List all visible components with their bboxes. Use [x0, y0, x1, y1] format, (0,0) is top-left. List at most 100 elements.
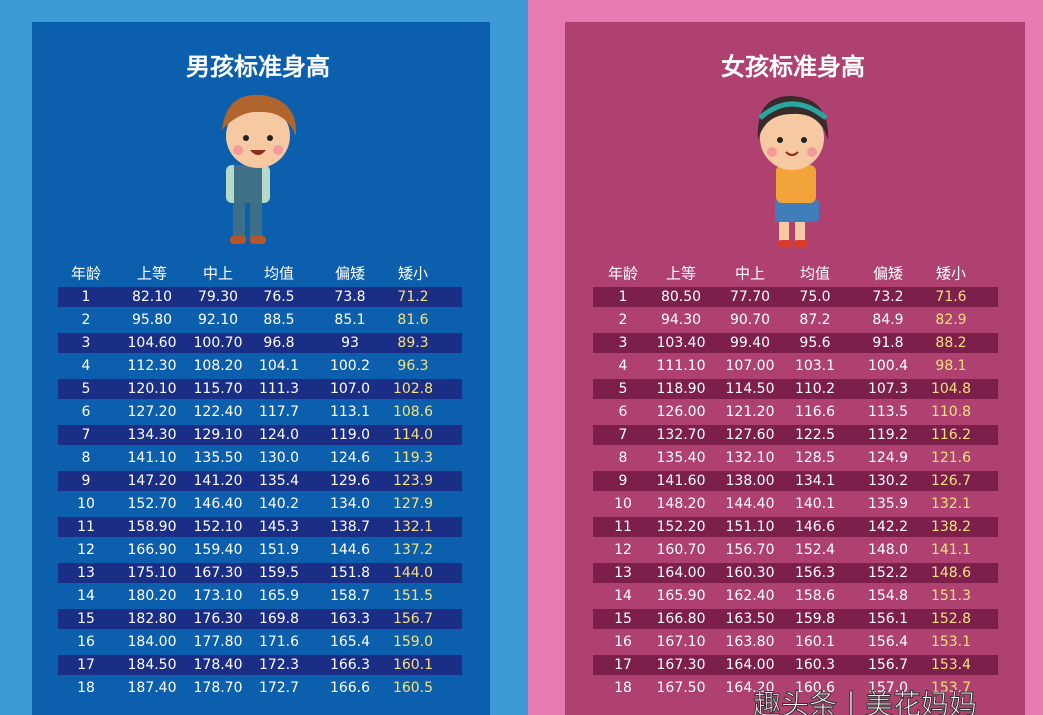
table-cell: 130.2	[868, 473, 908, 489]
table-cell: 128.5	[795, 450, 835, 466]
column-header: 年龄	[71, 265, 101, 283]
table-cell: 116.2	[931, 427, 971, 443]
table-cell: 1	[82, 289, 91, 305]
row-stripe	[593, 609, 998, 629]
table-cell: 152.20	[657, 519, 706, 535]
table-cell: 167.10	[657, 634, 706, 650]
table-cell: 166.3	[330, 657, 370, 673]
table-cell: 104.8	[931, 381, 971, 397]
column-header: 年龄	[608, 265, 638, 283]
table-cell: 123.9	[393, 473, 433, 489]
table-cell: 89.3	[397, 335, 428, 351]
column-header: 均值	[264, 265, 294, 283]
row-stripe	[593, 563, 998, 583]
table-cell: 178.40	[194, 657, 243, 673]
table-cell: 126.00	[657, 404, 706, 420]
table-cell: 93	[341, 335, 359, 351]
table-cell: 176.30	[194, 611, 243, 627]
table-cell: 148.20	[657, 496, 706, 512]
table-cell: 166.90	[128, 542, 177, 558]
table-cell: 96.3	[397, 358, 428, 374]
table-cell: 120.10	[128, 381, 177, 397]
table-cell: 151.10	[726, 519, 775, 535]
row-stripe	[593, 333, 998, 353]
table-cell: 3	[82, 335, 91, 351]
column-header: 中上	[203, 265, 233, 283]
table-cell: 152.4	[795, 542, 835, 558]
row-stripe	[58, 287, 462, 307]
table-cell: 8	[82, 450, 91, 466]
table-cell: 147.20	[128, 473, 177, 489]
table-cell: 129.6	[330, 473, 370, 489]
table-cell: 114.0	[393, 427, 433, 443]
table-cell: 7	[82, 427, 91, 443]
table-cell: 146.6	[795, 519, 835, 535]
table-cell: 71.6	[935, 289, 966, 305]
table-cell: 81.6	[397, 312, 428, 328]
table-cell: 165.4	[330, 634, 370, 650]
table-cell: 138.2	[931, 519, 971, 535]
table-cell: 173.10	[194, 588, 243, 604]
table-cell: 112.30	[128, 358, 177, 374]
table-cell: 160.1	[795, 634, 835, 650]
table-cell: 111.3	[259, 381, 299, 397]
row-stripe	[58, 563, 462, 583]
table-cell: 184.00	[128, 634, 177, 650]
table-cell: 13	[77, 565, 95, 581]
table-cell: 160.5	[393, 680, 433, 696]
table-cell: 6	[82, 404, 91, 420]
table-cell: 162.40	[726, 588, 775, 604]
column-header: 中上	[735, 265, 765, 283]
table-cell: 103.1	[795, 358, 835, 374]
table-cell: 124.0	[259, 427, 299, 443]
table-cell: 18	[77, 680, 95, 696]
table-cell: 141.1	[931, 542, 971, 558]
table-cell: 117.7	[259, 404, 299, 420]
table-cell: 16	[77, 634, 95, 650]
table-cell: 153.7	[931, 680, 971, 696]
table-cell: 9	[619, 473, 628, 489]
table-cell: 82.10	[132, 289, 172, 305]
column-header: 矮小	[936, 265, 966, 283]
row-stripe	[593, 425, 998, 445]
table-cell: 156.7	[393, 611, 433, 627]
table-cell: 88.2	[935, 335, 966, 351]
table-cell: 99.40	[730, 335, 770, 351]
table-cell: 178.70	[194, 680, 243, 696]
table-cell: 138.00	[726, 473, 775, 489]
table-cell: 172.3	[259, 657, 299, 673]
table-cell: 92.10	[198, 312, 238, 328]
table-cell: 163.3	[330, 611, 370, 627]
table-cell: 124.6	[330, 450, 370, 466]
table-cell: 140.2	[259, 496, 299, 512]
table-cell: 134.30	[128, 427, 177, 443]
table-cell: 119.0	[330, 427, 370, 443]
table-cell: 144.40	[726, 496, 775, 512]
table-cell: 17	[77, 657, 95, 673]
table-cell: 107.00	[726, 358, 775, 374]
table-cell: 171.6	[259, 634, 299, 650]
table-cell: 7	[619, 427, 628, 443]
table-cell: 96.8	[263, 335, 294, 351]
table-cell: 141.60	[657, 473, 706, 489]
row-stripe	[58, 517, 462, 537]
table-cell: 165.9	[259, 588, 299, 604]
row-stripe	[58, 609, 462, 629]
table-cell: 153.4	[931, 657, 971, 673]
table-cell: 130.0	[259, 450, 299, 466]
table-cell: 134.0	[330, 496, 370, 512]
table-cell: 134.1	[795, 473, 835, 489]
table-cell: 5	[619, 381, 628, 397]
table-cell: 82.9	[935, 312, 966, 328]
table-cell: 187.40	[128, 680, 177, 696]
table-cell: 84.9	[872, 312, 903, 328]
table-cell: 110.2	[795, 381, 835, 397]
table-cell: 122.40	[194, 404, 243, 420]
table-cell: 108.6	[393, 404, 433, 420]
table-cell: 175.10	[128, 565, 177, 581]
table-cell: 1	[619, 289, 628, 305]
table-cell: 4	[619, 358, 628, 374]
table-cell: 94.30	[661, 312, 701, 328]
table-cell: 103.40	[657, 335, 706, 351]
